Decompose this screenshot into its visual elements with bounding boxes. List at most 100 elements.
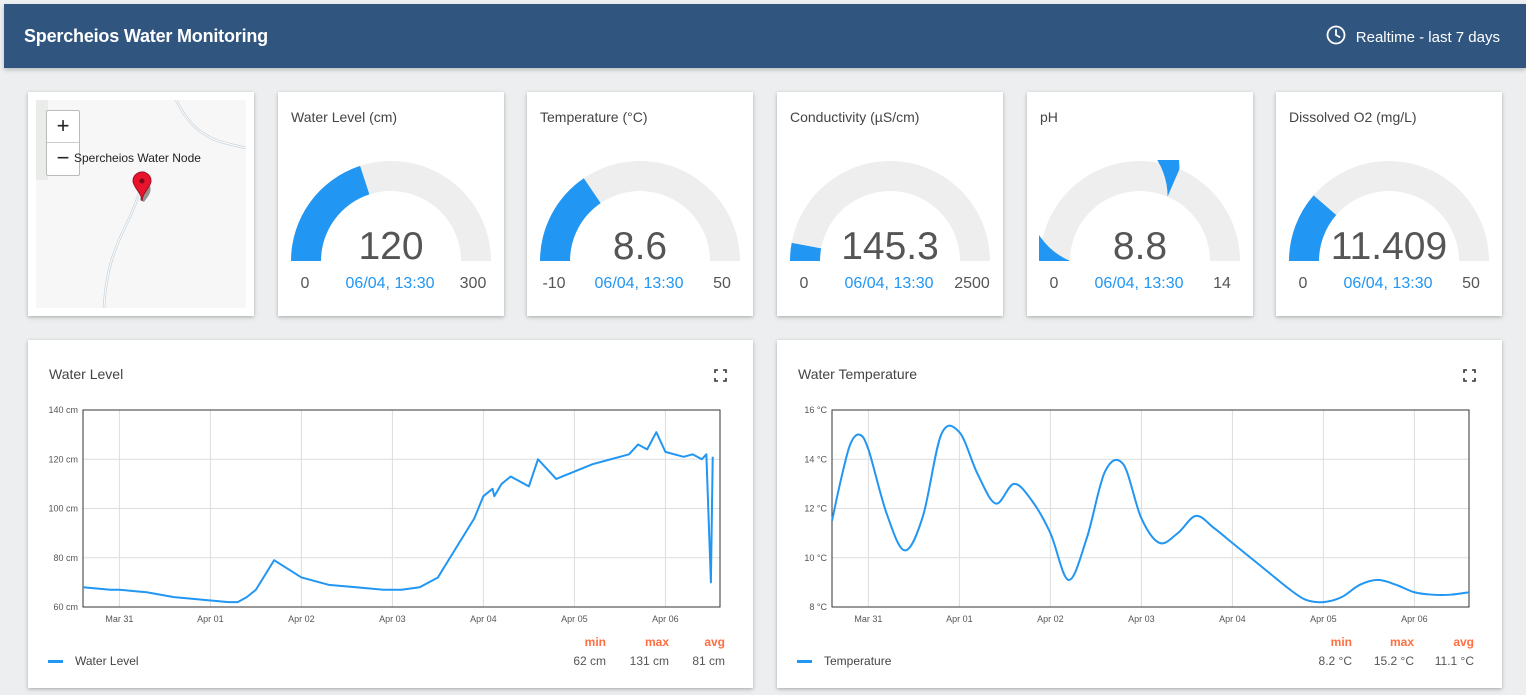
x-tick-label: Apr 04	[1219, 614, 1246, 624]
legend-item[interactable]: Water Level	[48, 654, 139, 668]
y-tick-label: 12 °C	[804, 504, 827, 514]
gauge-track	[1289, 161, 1489, 261]
stat-min-value: 8.2 °C	[1318, 654, 1352, 668]
series-line	[831, 424, 1470, 604]
gauge-track	[540, 161, 740, 261]
x-tick-label: Mar 31	[105, 614, 133, 624]
stat-avg-label: avg	[1453, 635, 1474, 649]
gauge-fill	[790, 242, 822, 261]
gauge-max: 300	[459, 275, 487, 292]
stat-avg-value: 81 cm	[692, 654, 725, 668]
gauge-value: 120	[358, 225, 424, 268]
zoom-control: + −	[46, 110, 80, 176]
plot-frame	[82, 409, 721, 608]
gauge-fill	[1289, 195, 1337, 261]
gauge-min: 0	[300, 275, 310, 292]
timewindow-button[interactable]: Realtime - last 7 days	[1326, 25, 1500, 49]
gauge-value: 11.409	[1330, 225, 1448, 268]
gauge-min: 0	[1049, 275, 1059, 292]
gauge-value: 145.3	[841, 225, 939, 268]
water-temperature-chart[interactable]: 8 °C 10 °C 12 °C 14 °C 16 °C Mar 31 Apr 01 Apr …	[777, 340, 1502, 640]
gauge-timestamp: 06/04, 13:30	[1094, 275, 1184, 292]
gauge-dial	[291, 161, 491, 261]
gauge-dial	[1039, 160, 1240, 261]
stat-avg-value: 11.1 °C	[1434, 654, 1474, 668]
x-tick-label: Apr 05	[561, 614, 588, 624]
gauge-title: Water Level (cm)	[291, 109, 398, 125]
top-bar: Spercheios Water Monitoring Realtime - l…	[4, 4, 1526, 68]
marker-label: Spercheios Water Node	[74, 151, 201, 165]
chart-card-water-temperature: Water Temperature 8 °C 10 °C 12 °C 14 °C 16 …	[777, 340, 1502, 688]
x-tick-label: Apr 02	[288, 614, 315, 624]
gauge-title: Temperature (°C)	[540, 109, 648, 125]
gauge-card-ph: pH 8.8 0 06/04, 13:30 14	[1027, 92, 1253, 316]
stat-min-value: 62 cm	[573, 654, 606, 668]
gauge-card-conductivity: Conductivity (µS/cm) 145.3 0 06/04, 13:3…	[777, 92, 1003, 316]
stat-max-value: 15.2 °C	[1373, 654, 1414, 668]
gauge-track	[790, 161, 990, 261]
y-tick-label: 120 cm	[48, 454, 78, 464]
zoom-in-button[interactable]: +	[47, 111, 79, 143]
gauge-title: pH	[1040, 109, 1058, 125]
map-marker-icon[interactable]	[132, 171, 152, 206]
x-tick-label: Apr 06	[1401, 614, 1428, 624]
gauge-fill	[1039, 160, 1180, 261]
stat-max-label: max	[644, 635, 669, 649]
y-tick-label: 14 °C	[804, 454, 827, 464]
gauge-dial	[1289, 161, 1489, 261]
gauge-timestamp: 06/04, 13:30	[345, 275, 435, 292]
chart-title: Water Temperature	[798, 366, 918, 382]
gauge-max: 50	[1462, 275, 1480, 292]
legend-swatch	[797, 659, 812, 663]
chart-title: Water Level	[49, 366, 124, 382]
x-tick-label: Apr 03	[379, 614, 406, 624]
y-tick-label: 100 cm	[48, 504, 78, 514]
gauge-value: 8.8	[1112, 225, 1168, 268]
gauge-dial	[540, 161, 740, 261]
zoom-out-button[interactable]: −	[56, 145, 70, 170]
gauge-fill	[540, 178, 601, 261]
x-tick-label: Apr 04	[470, 614, 497, 624]
gauge-title: Conductivity (µS/cm)	[790, 109, 920, 125]
gauge-min: 0	[799, 275, 809, 292]
x-tick-label: Apr 02	[1037, 614, 1064, 624]
y-tick-label: 140 cm	[48, 405, 78, 415]
y-tick-label: 16 °C	[804, 405, 827, 415]
gauge-timestamp: 06/04, 13:30	[594, 275, 684, 292]
y-tick-label: 80 cm	[53, 553, 78, 563]
gauge-min: 0	[1298, 275, 1308, 292]
x-tick-label: Apr 05	[1310, 614, 1337, 624]
gauge-timestamp: 06/04, 13:30	[1343, 275, 1433, 292]
stat-min-label: min	[584, 635, 606, 649]
gauge-title: Dissolved O2 (mg/L)	[1289, 109, 1417, 125]
legend-swatch	[48, 659, 63, 663]
fullscreen-icon[interactable]	[1463, 369, 1476, 387]
fullscreen-icon[interactable]	[714, 369, 727, 387]
x-tick-label: Apr 01	[197, 614, 224, 624]
gauge-max: 2500	[954, 275, 990, 292]
stat-max-value: 131 cm	[629, 654, 669, 668]
y-tick-label: 8 °C	[809, 602, 827, 612]
gauge-timestamp: 06/04, 13:30	[844, 275, 934, 292]
gauge-fill	[291, 165, 370, 261]
map[interactable]: + − Spercheios Water Node	[36, 100, 246, 308]
chart-card-water-level: Water Level 60 cm 80 cm 100 cm 120 cm 140 cm…	[28, 340, 753, 688]
stat-max-label: max	[1389, 635, 1414, 649]
y-tick-label: 60 cm	[53, 602, 78, 612]
gauge-max: 50	[713, 275, 731, 292]
stat-min-label: min	[1330, 635, 1352, 649]
y-tick-label: 10 °C	[804, 553, 827, 563]
legend-item[interactable]: Temperature	[797, 654, 891, 668]
timewindow-label: Realtime - last 7 days	[1355, 28, 1500, 46]
series-line	[82, 431, 714, 604]
gauge-card-temperature: Temperature (°C) 8.6 -10 06/04, 13:30 50	[527, 92, 753, 316]
gauge-min: -10	[542, 275, 566, 292]
water-level-chart[interactable]: 60 cm 80 cm 100 cm 120 cm 140 cm Mar 31 Apr 01…	[28, 340, 753, 640]
gauge-max: 14	[1213, 275, 1231, 292]
gauge-card-water-level: Water Level (cm) 120 0 06/04, 13:30 300	[278, 92, 504, 316]
gauge-dial	[790, 161, 990, 261]
gauge-track	[1040, 161, 1240, 261]
legend-label: Water Level	[75, 654, 139, 668]
gauge-value: 8.6	[612, 225, 668, 268]
dashboard-title: Spercheios Water Monitoring	[24, 26, 268, 46]
